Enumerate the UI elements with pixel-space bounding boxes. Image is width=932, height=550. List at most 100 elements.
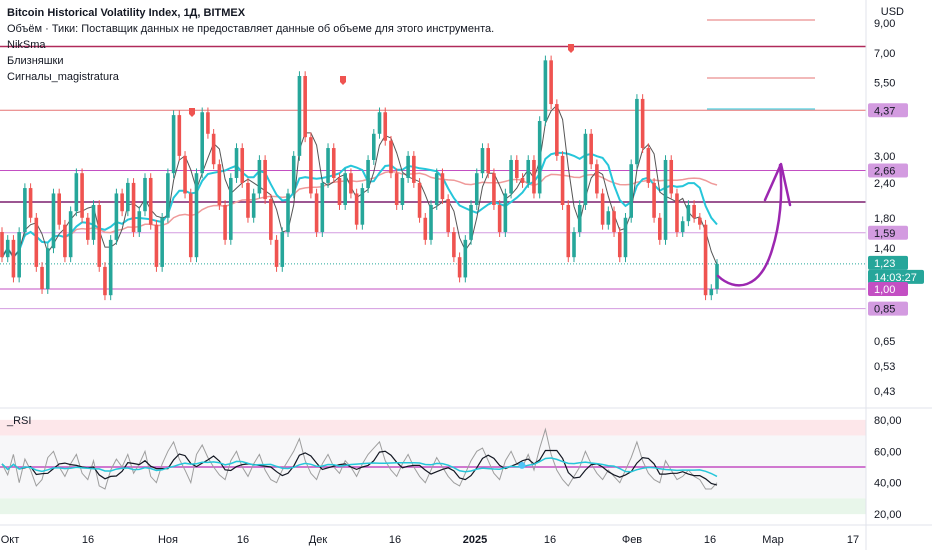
- symbol-title[interactable]: Bitcoin Historical Volatility Index, 1Д,…: [7, 7, 246, 19]
- candle-body: [423, 217, 428, 240]
- candle-body: [17, 232, 21, 278]
- candle-body: [251, 193, 256, 218]
- candle-body: [246, 182, 250, 218]
- candle-body: [160, 217, 164, 267]
- price-axis-label: 7,00: [874, 48, 895, 60]
- candle-body: [537, 121, 542, 194]
- candle-body: [383, 112, 388, 141]
- candle-body: [629, 164, 633, 218]
- candle-body: [68, 211, 73, 258]
- price-axis-label: 3,00: [874, 151, 895, 163]
- candle-body: [74, 173, 79, 212]
- price-tag-label: 1,00: [874, 284, 895, 296]
- price-tag: [868, 163, 908, 178]
- candle-body: [400, 177, 405, 205]
- candle-body: [429, 205, 433, 240]
- candle-body: [274, 239, 279, 267]
- candle-body: [446, 199, 450, 233]
- candle-body: [120, 193, 124, 212]
- candle-body: [240, 148, 245, 183]
- price-tag: [868, 103, 908, 118]
- currency-label[interactable]: USD: [880, 6, 904, 18]
- time-axis-label: Мар: [762, 534, 784, 546]
- candle-body: [486, 148, 490, 174]
- candle-body: [497, 205, 502, 233]
- rsi-lines: [0, 427, 866, 490]
- candle-body: [532, 159, 536, 194]
- candle-body: [589, 133, 593, 165]
- candle-body: [326, 148, 330, 183]
- candle-body: [417, 182, 422, 218]
- signal-marker-icon: [189, 108, 195, 117]
- signal-markers: [189, 44, 574, 117]
- price-tag: [868, 281, 908, 296]
- time-axis-label: Дек: [309, 534, 328, 546]
- candle-body: [263, 159, 267, 200]
- price-tag: [868, 225, 908, 240]
- candle-body: [23, 188, 27, 233]
- rsi-oversold-zone: [0, 498, 866, 515]
- candle-body: [434, 173, 439, 205]
- indicator-signals[interactable]: Сигналы_magistratura: [7, 71, 119, 83]
- candle-body: [520, 177, 525, 183]
- candle-body: [612, 211, 616, 233]
- time-axis-label: Ноя: [158, 534, 178, 546]
- candle-body: [34, 217, 39, 267]
- candle-body: [257, 159, 262, 194]
- candle-body: [286, 193, 290, 233]
- price-tag: [868, 301, 908, 316]
- candle-body: [469, 205, 473, 240]
- candle-body: [229, 177, 233, 240]
- price-tag-label: 2,66: [874, 165, 895, 177]
- drawn-arrow: [716, 162, 792, 287]
- rsi-indicator-label[interactable]: _RSI: [7, 415, 32, 427]
- time-axis-label: 16: [704, 534, 716, 546]
- candle-body: [515, 159, 519, 178]
- price-axis[interactable]: 9,00 7,00 5,50 3,00 2,40 1,80 1,40 0,65 0,53 0,43…: [868, 18, 924, 398]
- candle-body: [623, 217, 628, 258]
- price-axis-label: 9,00: [874, 18, 895, 30]
- candle-body: [131, 182, 136, 233]
- candle-body: [80, 173, 84, 218]
- price-tag-label: 14:03:27: [874, 272, 917, 284]
- horizontal-levels: [0, 19, 866, 310]
- candle-body: [492, 173, 496, 205]
- candle-body: [572, 232, 576, 258]
- candle-body: [440, 173, 445, 200]
- indicator-niksma[interactable]: NikSma: [7, 39, 46, 51]
- candle-body: [646, 148, 651, 183]
- time-axis[interactable]: Окт 16 Ноя 16 Дек 16 2025 16 Фев 16 Мар 17: [1, 534, 859, 546]
- candle-body: [652, 182, 656, 218]
- candle-body: [320, 182, 325, 233]
- price-axis-label: 1,80: [874, 213, 895, 225]
- rsi-axis[interactable]: 80,00 60,00 40,00 20,00: [874, 415, 902, 521]
- candle-body: [343, 173, 347, 205]
- candle-body: [51, 193, 56, 249]
- candle-body: [675, 193, 679, 233]
- candle-body: [297, 75, 302, 156]
- candle-body: [366, 159, 370, 189]
- candle-body: [560, 155, 565, 205]
- candle-body: [698, 217, 702, 225]
- candle-body: [577, 205, 582, 233]
- candle-body: [314, 193, 319, 233]
- candle-body: [217, 164, 222, 205]
- candle-body: [549, 60, 553, 105]
- time-axis-label: 2025: [463, 534, 487, 546]
- time-axis-label: 16: [544, 534, 556, 546]
- candle-body: [595, 164, 599, 194]
- candle-body: [389, 140, 393, 174]
- indicator-bliznyashki[interactable]: Близняшки: [7, 55, 64, 67]
- candle-body: [583, 133, 588, 205]
- candle-body: [114, 193, 119, 240]
- price-axis-label: 0,65: [874, 336, 895, 348]
- candle-body: [566, 205, 571, 258]
- time-axis-label: 17: [847, 534, 859, 546]
- candle-body: [143, 177, 147, 212]
- candle-body: [148, 177, 153, 225]
- candle-body: [617, 232, 622, 258]
- candle-body: [394, 173, 399, 205]
- candle-body: [126, 182, 130, 212]
- candle-body: [154, 224, 159, 267]
